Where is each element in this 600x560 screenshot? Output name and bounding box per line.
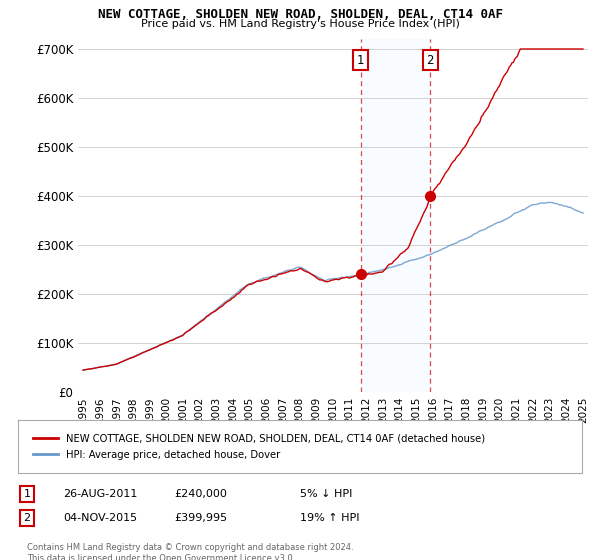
Bar [361,39,430,392]
Text: £240,000: £240,000 [174,489,227,499]
Text: 04-NOV-2015: 04-NOV-2015 [63,513,137,523]
Text: 26-AUG-2011: 26-AUG-2011 [63,489,137,499]
Text: Price paid vs. HM Land Registry's House Price Index (HPI): Price paid vs. HM Land Registry's House … [140,19,460,29]
Text: 5% ↓ HPI: 5% ↓ HPI [300,489,352,499]
Text: 2: 2 [427,54,434,67]
Text: NEW COTTAGE, SHOLDEN NEW ROAD, SHOLDEN, DEAL, CT14 0AF: NEW COTTAGE, SHOLDEN NEW ROAD, SHOLDEN, … [97,8,503,21]
Text: 19% ↑ HPI: 19% ↑ HPI [300,513,359,523]
Text: 1: 1 [23,489,31,499]
Text: £399,995: £399,995 [174,513,227,523]
Text: Contains HM Land Registry data © Crown copyright and database right 2024.
This d: Contains HM Land Registry data © Crown c… [27,543,353,560]
Text: 2: 2 [23,513,31,523]
Legend: NEW COTTAGE, SHOLDEN NEW ROAD, SHOLDEN, DEAL, CT14 0AF (detached house), HPI: Av: NEW COTTAGE, SHOLDEN NEW ROAD, SHOLDEN, … [29,430,489,464]
Text: 1: 1 [357,54,364,67]
